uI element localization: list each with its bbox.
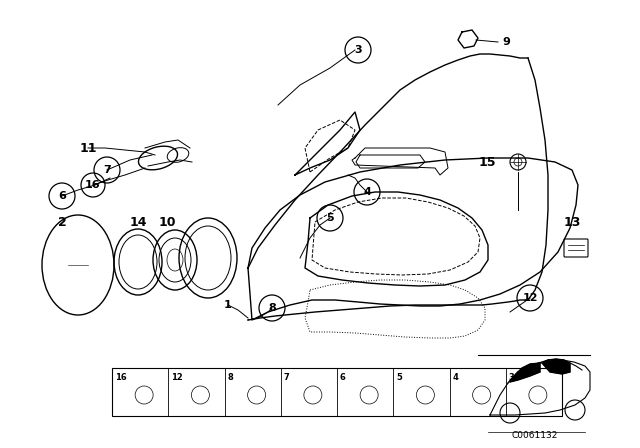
Polygon shape: [458, 30, 478, 48]
Text: 11: 11: [79, 142, 97, 155]
Text: 1: 1: [224, 300, 232, 310]
Text: 15: 15: [478, 156, 496, 169]
Text: 2: 2: [58, 215, 67, 228]
Text: 9: 9: [502, 37, 510, 47]
Text: 6: 6: [58, 191, 66, 201]
Text: 10: 10: [158, 215, 176, 228]
Text: 16: 16: [115, 373, 127, 382]
Text: 8: 8: [268, 303, 276, 313]
Text: 8: 8: [227, 373, 233, 382]
Text: 6: 6: [340, 373, 346, 382]
Bar: [112, 368, 562, 416]
Text: 5: 5: [396, 373, 402, 382]
Text: 12: 12: [522, 293, 538, 303]
Text: 14: 14: [129, 215, 147, 228]
Polygon shape: [510, 363, 540, 382]
Text: 7: 7: [103, 165, 111, 175]
Text: 4: 4: [363, 187, 371, 197]
Text: 3: 3: [509, 373, 515, 382]
Text: 3: 3: [354, 45, 362, 55]
Text: 7: 7: [284, 373, 289, 382]
Text: C0061132: C0061132: [512, 431, 558, 440]
Text: 13: 13: [563, 215, 580, 228]
Text: 12: 12: [172, 373, 183, 382]
Text: 4: 4: [452, 373, 458, 382]
Polygon shape: [542, 359, 570, 374]
Text: 5: 5: [326, 213, 334, 223]
Text: 16: 16: [85, 180, 101, 190]
